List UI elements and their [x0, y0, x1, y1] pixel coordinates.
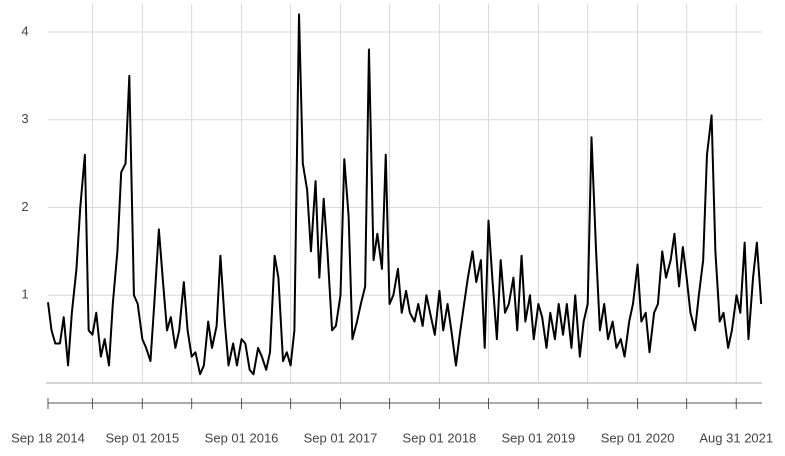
x-tick-label: Sep 01 2019: [501, 430, 575, 445]
y-tick-label: 3: [21, 111, 28, 126]
x-tick-label: Aug 31 2021: [699, 430, 773, 445]
x-tick-label: Sep 18 2014: [11, 430, 85, 445]
y-tick-label: 2: [21, 199, 28, 214]
x-tick-label: Sep 01 2018: [403, 430, 477, 445]
x-tick-label: Sep 01 2020: [601, 430, 675, 445]
x-tick-label: Sep 01 2016: [205, 430, 279, 445]
y-tick-label: 4: [21, 23, 28, 38]
x-tick-label: Sep 01 2015: [105, 430, 179, 445]
y-tick-label: 1: [21, 287, 28, 302]
series-line: [47, 13, 763, 376]
x-tick-label: Sep 01 2017: [304, 430, 378, 445]
